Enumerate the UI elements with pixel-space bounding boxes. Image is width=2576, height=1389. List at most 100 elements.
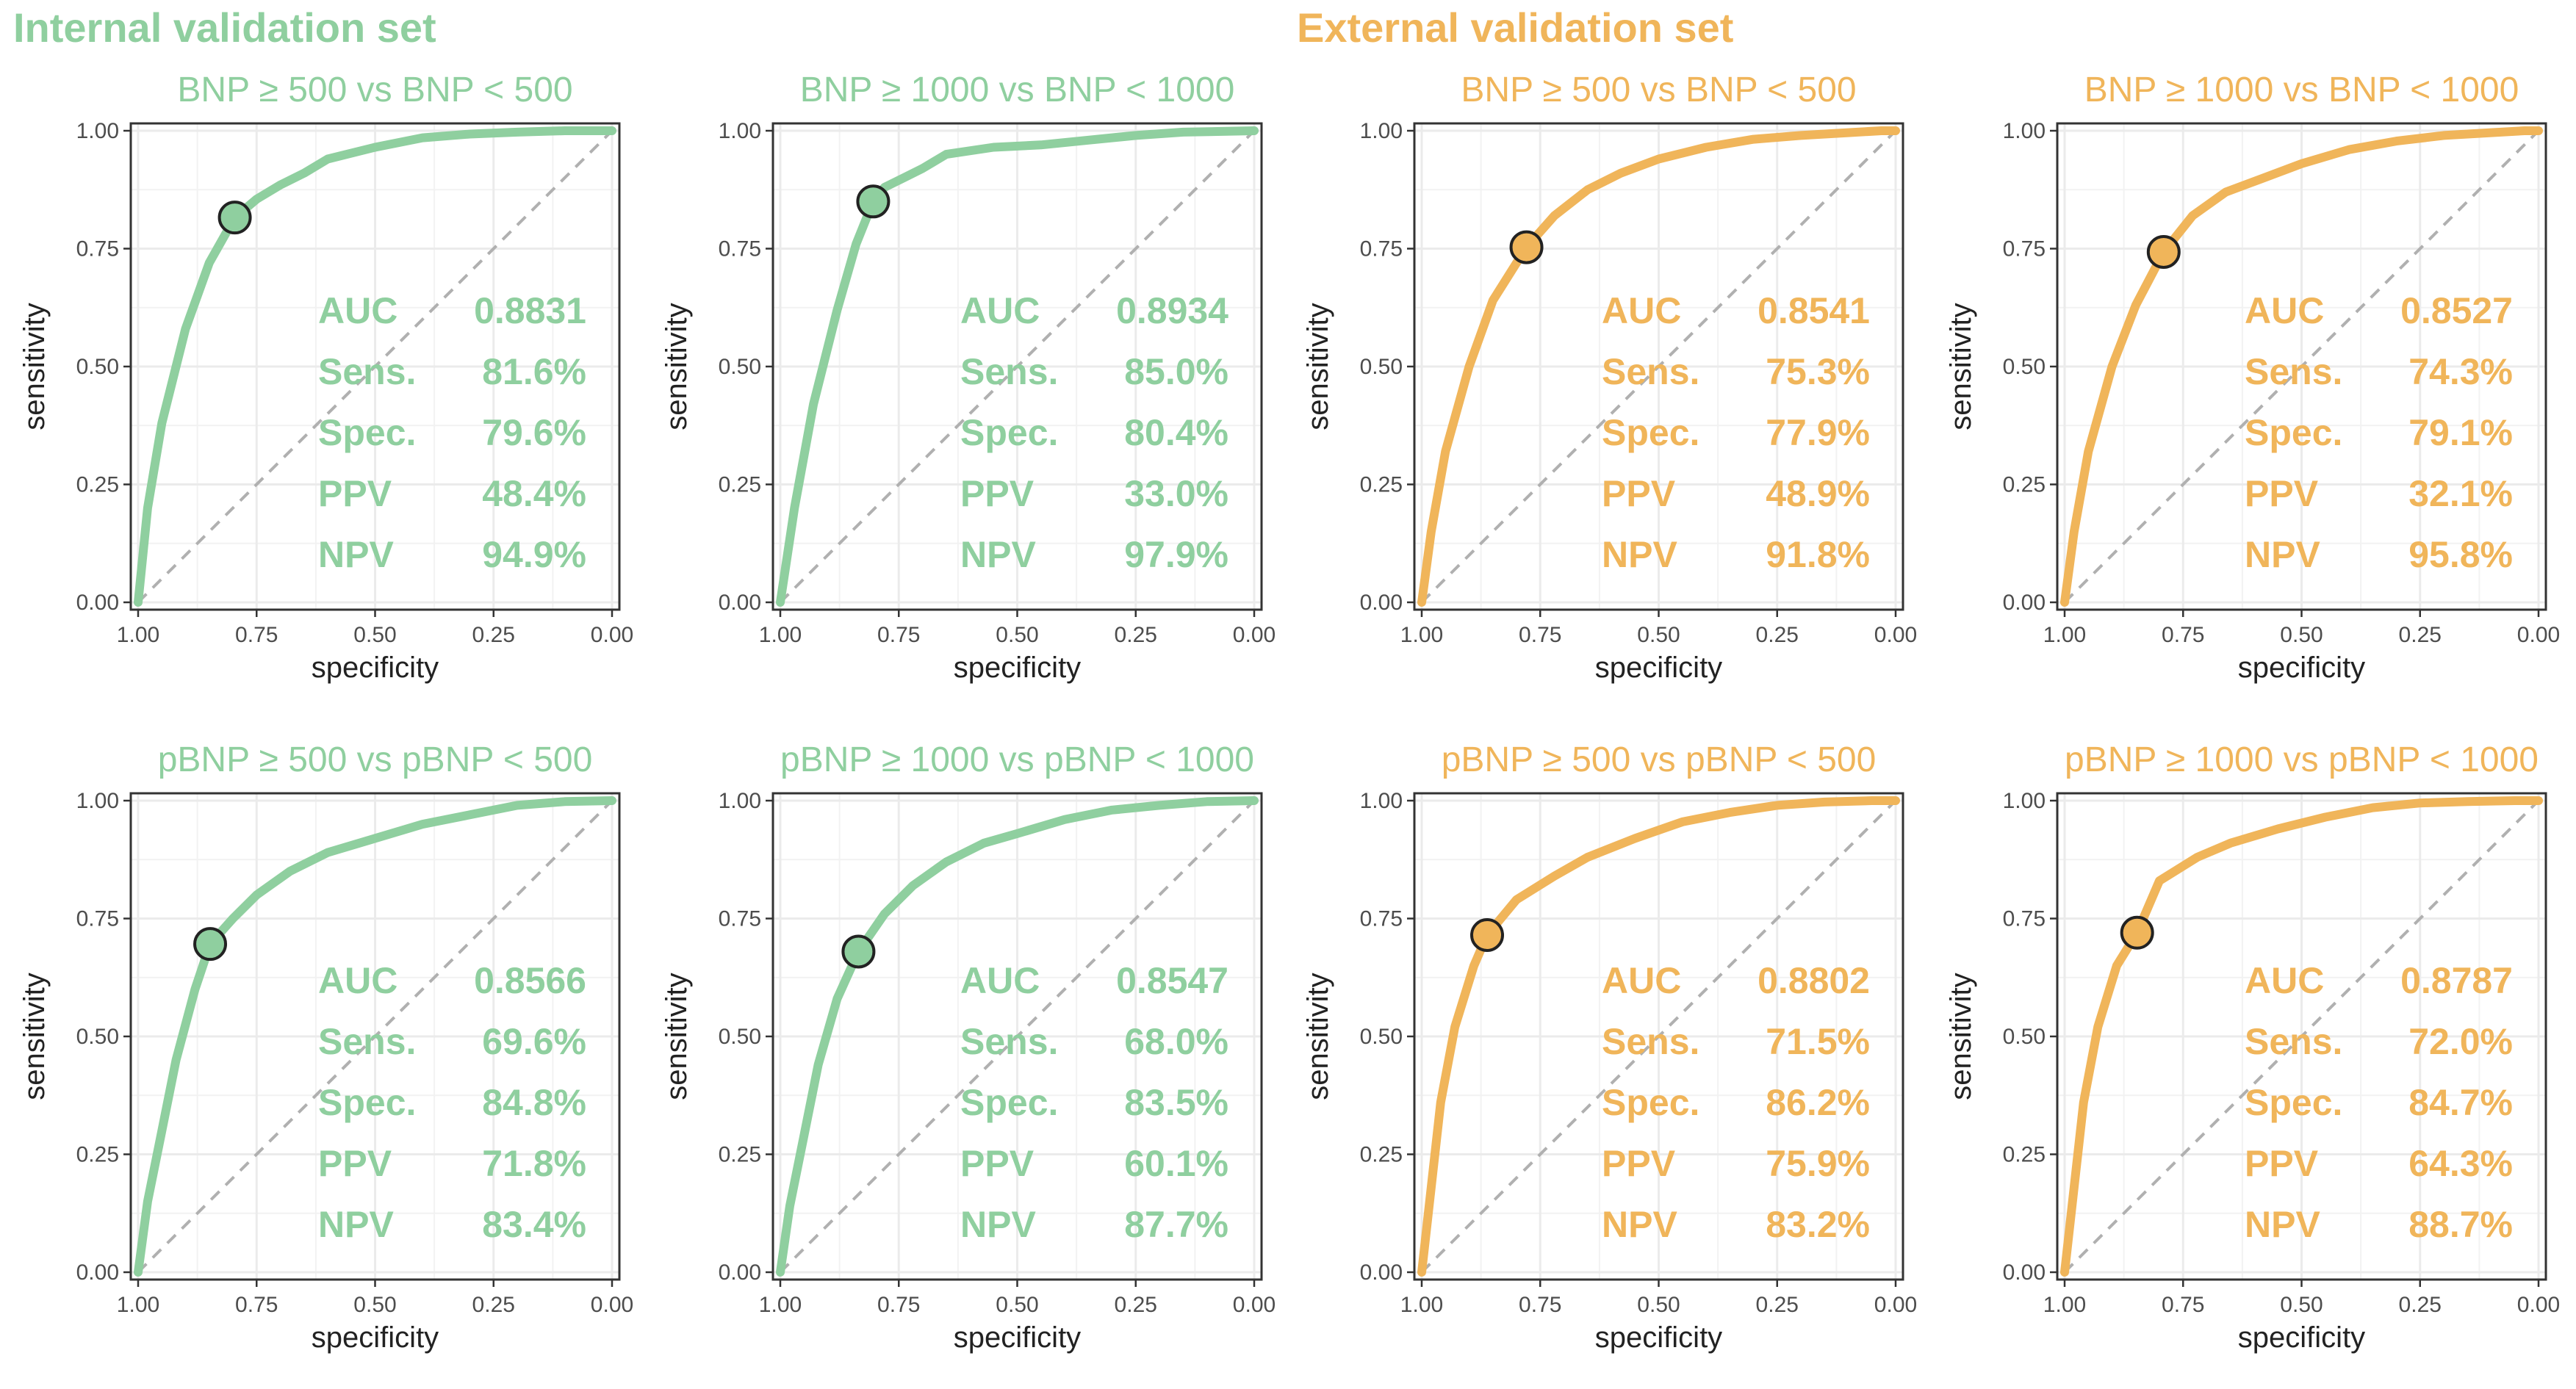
metric-value: 33.0%: [1124, 473, 1228, 514]
cutoff-point: [856, 184, 891, 219]
y-tick-label: 0.00: [719, 591, 761, 615]
panel-title: BNP ≥ 500 vs BNP < 500: [177, 71, 572, 109]
y-tick-label: 1.00: [719, 789, 761, 813]
cutoff-point: [193, 927, 228, 962]
y-tick-label: 0.50: [719, 355, 761, 379]
metric-value: 32.1%: [2408, 473, 2513, 514]
metric-value: 0.8541: [1757, 290, 1870, 331]
roc-curve: [134, 126, 616, 607]
x-tick-label: 1.00: [2043, 1293, 2086, 1317]
y-tick-label: 0.50: [1360, 1025, 1403, 1049]
y-tick-label: 0.75: [2003, 237, 2046, 261]
metric-value: 74.3%: [2408, 351, 2513, 392]
metric-value: 86.2%: [1766, 1082, 1870, 1123]
reference-diagonal: [1420, 799, 1897, 1274]
metric-label: PPV: [318, 473, 392, 514]
y-tick-label: 1.00: [719, 119, 761, 143]
metric-value: 72.0%: [2408, 1021, 2513, 1062]
reference-diagonal: [2063, 129, 2540, 604]
panel-title: BNP ≥ 500 vs BNP < 500: [1461, 71, 1856, 109]
x-tick-label: 0.25: [1756, 623, 1799, 647]
metric-label: AUC: [1602, 960, 1681, 1001]
metric-value: 0.8547: [1116, 960, 1228, 1001]
y-tick-label: 0.00: [719, 1260, 761, 1285]
panel-title: pBNP ≥ 500 vs pBNP < 500: [1442, 740, 1877, 779]
metric-label: AUC: [2245, 290, 2324, 331]
metric-label: Spec.: [2245, 412, 2342, 453]
panel-title: BNP ≥ 1000 vs BNP < 1000: [800, 71, 1235, 109]
x-tick-label: 0.75: [1519, 1293, 1561, 1317]
metric-label: Sens.: [1602, 351, 1699, 392]
x-tick-label: 1.00: [759, 623, 802, 647]
metric-value: 83.5%: [1124, 1082, 1228, 1123]
y-tick-label: 0.50: [2003, 355, 2046, 379]
roc-panel: 1.00 0.75 0.50 0.25 0.00 0.00 0.25 0.50 0.75 1.00…: [18, 740, 633, 1354]
roc-curve: [134, 796, 616, 1277]
y-axis-title: sensitivity: [1945, 973, 1977, 1100]
metric-value: 64.3%: [2408, 1143, 2513, 1184]
panel-border: [129, 122, 621, 611]
x-tick-label: 0.25: [472, 1293, 515, 1317]
metric-label: PPV: [2245, 473, 2319, 514]
y-tick-label: 0.00: [2003, 591, 2046, 615]
metric-value: 71.5%: [1766, 1021, 1870, 1062]
x-axis-title: specificity: [1595, 1321, 1722, 1354]
x-axis-title: specificity: [954, 1321, 1081, 1354]
metric-label: PPV: [960, 473, 1035, 514]
metric-label: Sens.: [2245, 1021, 2342, 1062]
metric-value: 48.9%: [1766, 473, 1870, 514]
metric-label: Sens.: [318, 351, 416, 392]
cutoff-point: [1470, 917, 1505, 952]
x-tick-label: 0.00: [591, 1293, 633, 1317]
x-tick-label: 0.25: [2399, 1293, 2442, 1317]
x-tick-label: 1.00: [1400, 1293, 1443, 1317]
x-tick-label: 0.50: [2280, 1293, 2323, 1317]
x-tick-label: 0.75: [877, 1293, 920, 1317]
metric-label: AUC: [960, 290, 1040, 331]
metric-label: PPV: [318, 1143, 392, 1184]
x-tick-label: 0.50: [996, 1293, 1038, 1317]
roc-curve: [2060, 796, 2543, 1277]
x-tick-label: 1.00: [117, 623, 159, 647]
metric-value: 94.9%: [482, 534, 586, 575]
roc-panel: 1.00 0.75 0.50 0.25 0.00 0.00 0.25 0.50 0.75 1.00…: [18, 71, 633, 684]
y-tick-label: 1.00: [76, 789, 119, 813]
metric-value: 87.7%: [1124, 1204, 1228, 1245]
y-tick-label: 1.00: [76, 119, 119, 143]
x-tick-label: 0.25: [1115, 1293, 1157, 1317]
y-tick-label: 0.00: [1360, 1260, 1403, 1285]
y-tick-label: 0.50: [2003, 1025, 2046, 1049]
x-tick-label: 0.25: [1115, 623, 1157, 647]
roc-panel: 1.00 0.75 0.50 0.25 0.00 0.00 0.25 0.50 0.75 1.00…: [1945, 740, 2560, 1354]
roc-curve: [776, 126, 1259, 607]
y-tick-label: 0.25: [76, 473, 119, 497]
roc-curve: [1417, 126, 1900, 607]
x-tick-label: 0.50: [353, 623, 396, 647]
y-tick-label: 0.25: [719, 1143, 761, 1167]
x-axis-title: specificity: [954, 652, 1081, 684]
metric-label: Spec.: [1602, 1082, 1699, 1123]
y-tick-label: 0.25: [2003, 473, 2046, 497]
metric-label: PPV: [960, 1143, 1035, 1184]
y-tick-label: 1.00: [1360, 119, 1403, 143]
roc-panel: 1.00 0.75 0.50 0.25 0.00 0.00 0.25 0.50 0.75 1.00…: [661, 740, 1276, 1354]
metric-value: 81.6%: [482, 351, 586, 392]
reference-diagonal: [1420, 129, 1897, 604]
metric-value: 48.4%: [482, 473, 586, 514]
metric-label: NPV: [318, 1204, 394, 1245]
metric-value: 69.6%: [482, 1021, 586, 1062]
panel-title: pBNP ≥ 500 vs pBNP < 500: [158, 740, 593, 779]
panel-title: pBNP ≥ 1000 vs pBNP < 1000: [2065, 740, 2539, 779]
x-tick-label: 0.00: [591, 623, 633, 647]
metric-label: PPV: [1602, 473, 1676, 514]
metric-label: Spec.: [960, 1082, 1058, 1123]
external-section-title: External validation set: [1297, 4, 1734, 51]
x-tick-label: 0.50: [996, 623, 1038, 647]
metric-label: NPV: [960, 1204, 1036, 1245]
panel-border: [1413, 792, 1904, 1281]
metric-value: 84.7%: [2408, 1082, 2513, 1123]
panel-border: [771, 792, 1263, 1281]
reference-diagonal: [779, 799, 1256, 1274]
